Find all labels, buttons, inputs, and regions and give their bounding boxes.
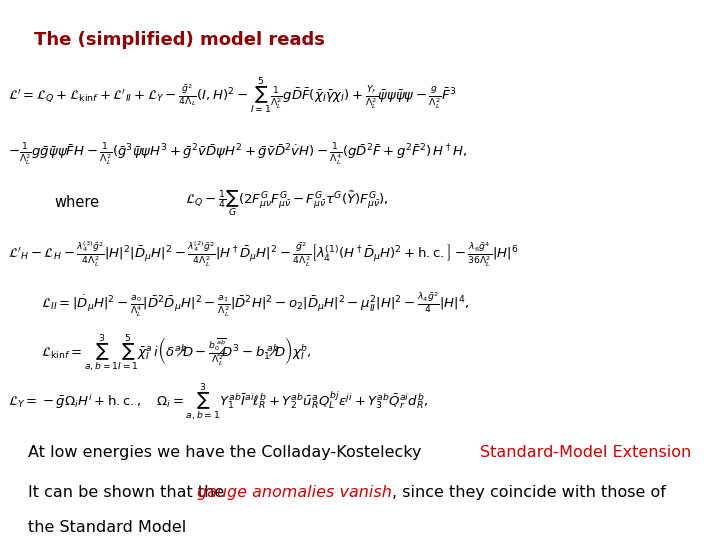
Text: $\mathcal{L}_{II} = |\dot{D}_\mu H|^2 - \frac{a_0}{\Lambda_L^4}|\bar{D}^2\bar{D}: $\mathcal{L}_{II} = |\dot{D}_\mu H|^2 - … — [41, 291, 469, 319]
Text: $\mathcal{L}'_H - \mathcal{L}_H - \frac{\lambda_4^{(3)}\bar{g}^2}{4\Lambda_L^2}|: $\mathcal{L}'_H - \mathcal{L}_H - \frac{… — [8, 239, 518, 268]
Text: , since they coincide with those of: , since they coincide with those of — [392, 485, 666, 501]
Text: It can be shown that the: It can be shown that the — [27, 485, 229, 501]
Text: $\mathcal{L}_{\mathrm{kin}f} = \sum_{a,b=1}^{3}\sum_{I=1}^{5}\bar{\chi}_I^a\,i\l: $\mathcal{L}_{\mathrm{kin}f} = \sum_{a,b… — [41, 332, 312, 374]
Text: $-\frac{1}{\Lambda_L^2}g\bar{g}\bar{\psi}\psi\bar{F}H - \frac{1}{\Lambda_L^2}(\b: $-\frac{1}{\Lambda_L^2}g\bar{g}\bar{\psi… — [8, 141, 467, 167]
Text: At low energies we have the Colladay-Kostelecky: At low energies we have the Colladay-Kos… — [27, 445, 426, 460]
Text: $\mathcal{L}' = \mathcal{L}_Q + \mathcal{L}_{\mathrm{kin}f} + \mathcal{L}'_{II} : $\mathcal{L}' = \mathcal{L}_Q + \mathcal… — [8, 76, 456, 116]
Text: The (simplified) model reads: The (simplified) model reads — [35, 31, 325, 49]
Text: gauge anomalies vanish: gauge anomalies vanish — [197, 485, 392, 501]
Text: the Standard Model: the Standard Model — [27, 521, 186, 535]
Text: where: where — [54, 195, 99, 211]
Text: $\mathcal{L}_Y = -\bar{g}\Omega_i H^i + \mathrm{h.c.,} \quad \Omega_i = \sum_{a,: $\mathcal{L}_Y = -\bar{g}\Omega_i H^i + … — [8, 381, 428, 423]
Text: $\mathcal{L}_Q - \frac{1}{4}\sum_{G}(2F^G_{\mu\nu}F^G_{\mu\bar{\nu}} - F^G_{\mu\: $\mathcal{L}_Q - \frac{1}{4}\sum_{G}(2F^… — [186, 188, 389, 218]
Text: Standard-Model Extension: Standard-Model Extension — [480, 445, 692, 460]
